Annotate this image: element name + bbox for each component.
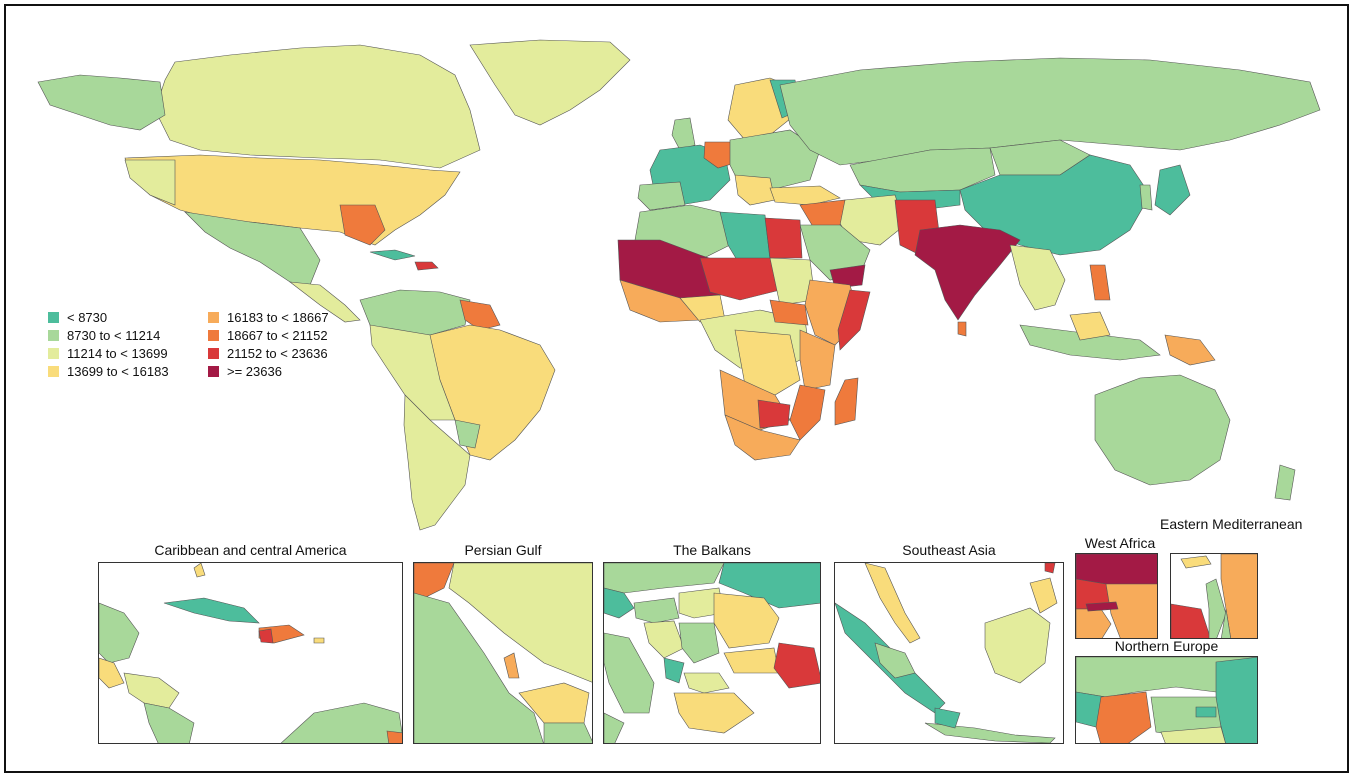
region-hispaniola (414, 261, 439, 271)
inset-title-northern-europe: Northern Europe (1114, 638, 1219, 654)
legend-item: 13699 to < 16183 (48, 362, 169, 380)
inset-title-eastern-med: Eastern Mediterranean (1160, 516, 1303, 532)
legend-item: 18667 to < 21152 (208, 326, 329, 344)
region-se-asia-mainland (1009, 244, 1066, 311)
region-borneo (1069, 311, 1111, 341)
region-madagascar (834, 377, 859, 426)
inset-eastern-med (1170, 553, 1258, 639)
inset-title-balkans: The Balkans (673, 542, 751, 558)
region-greenland (469, 39, 631, 126)
region-cuba (369, 249, 416, 261)
region-spain (637, 181, 686, 211)
region-us-south (339, 204, 386, 246)
legend-label: 13699 to < 16183 (67, 363, 169, 379)
legend-label: < 8730 (67, 309, 108, 325)
region-new-zealand (1274, 464, 1296, 501)
region-southern-africa (724, 414, 801, 461)
region-philippines (1089, 264, 1111, 301)
region-turkey (769, 185, 841, 206)
legend-label: 16183 to < 18667 (227, 309, 329, 325)
legend-swatch (208, 365, 219, 377)
region-us-west (124, 159, 176, 206)
legend-swatch (208, 311, 219, 323)
region-west-africa-coast (619, 279, 701, 323)
region-mozambique (789, 384, 826, 441)
region-egypt (764, 217, 803, 259)
inset-title-southeast-asia: Southeast Asia (902, 542, 996, 558)
region-zimbabwe (757, 399, 791, 429)
region-yemen (829, 264, 866, 289)
region-sri-lanka (957, 321, 967, 337)
inset-title-persian-gulf: Persian Gulf (464, 542, 542, 558)
region-south-sudan (769, 299, 809, 326)
region-drc (734, 329, 801, 396)
legend-label: 11214 to < 13699 (67, 345, 168, 361)
legend-swatch (208, 347, 219, 359)
legend-label: 8730 to < 11214 (67, 327, 161, 343)
region-central-america (288, 281, 361, 323)
inset-southeast-asia (834, 562, 1064, 744)
inset-persian-gulf (413, 562, 593, 744)
region-niger-chad (699, 257, 781, 301)
legend-label: >= 23636 (227, 363, 282, 379)
legend-swatch (48, 365, 59, 377)
region-balkans (734, 174, 776, 206)
inset-balkans (603, 562, 821, 744)
legend-column-right: 16183 to < 18667 18667 to < 21152 21152 … (208, 308, 329, 380)
inset-title-west-africa: West Africa (1084, 535, 1156, 551)
region-libya (719, 211, 771, 266)
region-korea (1139, 184, 1153, 211)
region-japan (1154, 164, 1191, 216)
region-germany (703, 141, 739, 169)
legend-item: < 8730 (48, 308, 169, 326)
legend-swatch (208, 329, 219, 341)
region-papua (1164, 334, 1216, 366)
region-india (914, 224, 1021, 321)
inset-northern-europe (1075, 656, 1258, 744)
legend-item: 21152 to < 23636 (208, 344, 329, 362)
region-russia (779, 57, 1321, 166)
region-alaska (37, 74, 166, 131)
region-east-africa (799, 329, 836, 391)
region-canada (154, 44, 481, 169)
region-australia (1094, 374, 1231, 486)
legend-item: 16183 to < 18667 (208, 308, 329, 326)
legend-label: 21152 to < 23636 (227, 345, 328, 361)
legend-label: 18667 to < 21152 (227, 327, 328, 343)
inset-caribbean (98, 562, 403, 744)
region-eastern-europe (729, 129, 821, 191)
legend-swatch (48, 311, 59, 323)
region-argentina-chile (403, 394, 471, 531)
legend-item: 8730 to < 11214 (48, 326, 169, 344)
region-indonesia (1019, 324, 1161, 361)
inset-west-africa (1075, 553, 1158, 639)
inset-title-caribbean: Caribbean and central America (154, 542, 347, 558)
region-guianas (459, 299, 501, 331)
legend-item: >= 23636 (208, 362, 329, 380)
region-paraguay (454, 419, 481, 449)
region-somalia (837, 289, 871, 351)
region-uk (671, 117, 696, 151)
legend-item: 11214 to < 13699 (48, 344, 169, 362)
legend-column-left: < 8730 8730 to < 11214 11214 to < 13699 … (48, 308, 169, 380)
legend-swatch (48, 347, 59, 359)
legend-swatch (48, 329, 59, 341)
